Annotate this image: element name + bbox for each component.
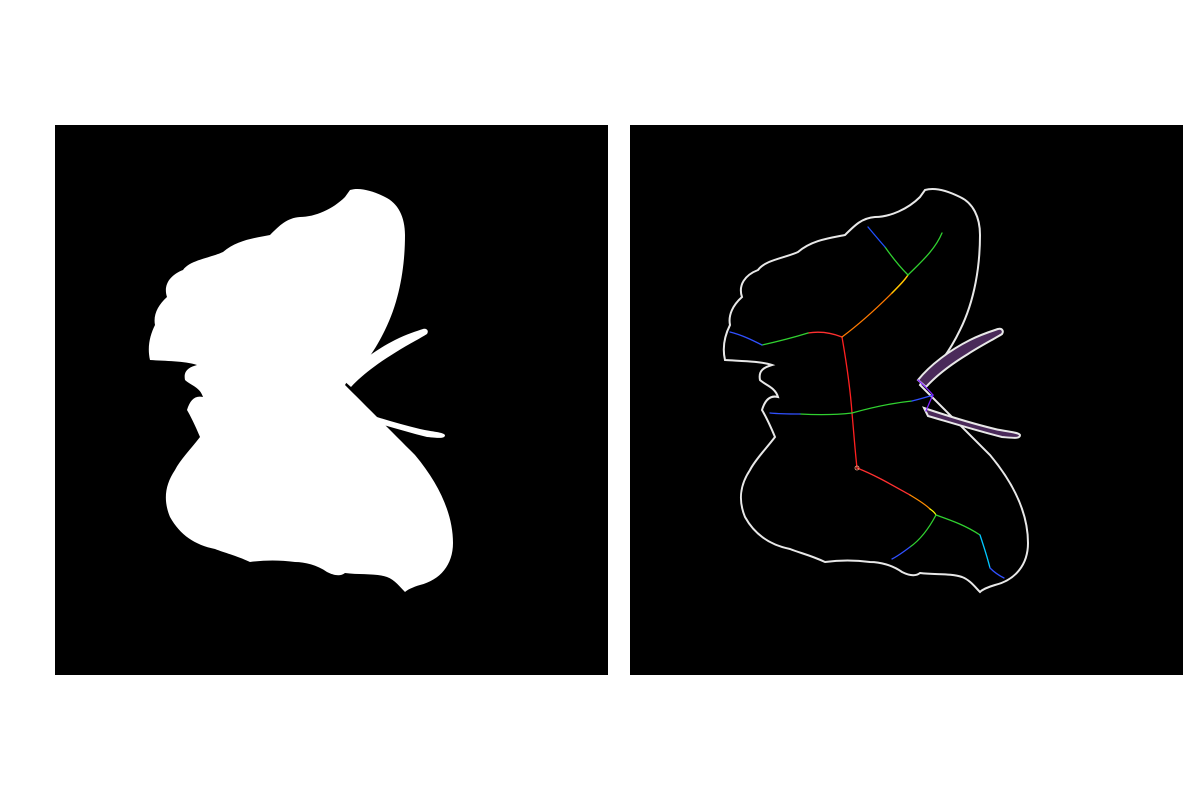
binary-mask-image: [55, 125, 608, 675]
skeleton-lower-green-branch: [909, 514, 937, 548]
skeleton-mid-right-blue: [911, 394, 934, 402]
skeleton-mid-right-green: [851, 400, 913, 414]
skeleton-lower-blue-branch: [891, 546, 911, 560]
skeleton-left-upper-blue: [729, 331, 763, 346]
skeleton-lower-green: [935, 514, 981, 536]
skeleton-antenna-purple-2: [925, 394, 934, 412]
contour-skeleton-panel: [630, 125, 1183, 675]
skeleton-upper-center: [807, 331, 843, 338]
skeleton-left-upper-green: [761, 332, 809, 346]
skeleton-lower-arm: [856, 467, 911, 496]
lower-antenna-contour: [922, 406, 1022, 439]
skeleton-upper-arm-tip: [891, 274, 909, 294]
butterfly-silhouette: [148, 188, 453, 593]
skeleton-antenna-purple: [917, 379, 934, 396]
skeleton-lower-blue-tip: [989, 567, 1005, 579]
skeleton-upper-blue-branch: [867, 226, 886, 248]
contour-background: [630, 125, 1183, 675]
upper-antenna: [343, 328, 428, 387]
upper-antenna-contour: [916, 327, 1004, 389]
skeleton-mid-left-green: [799, 412, 853, 416]
skeleton-lower-arm-orange: [909, 494, 931, 510]
skeleton-upper-green-branch: [884, 246, 909, 276]
binary-mask-panel: [55, 125, 608, 675]
skeleton-mid-left-blue: [769, 412, 801, 415]
skeleton-upper-green: [907, 232, 943, 276]
contour-skeleton-image: [630, 125, 1183, 675]
skeleton-lower-cyan: [979, 534, 991, 569]
skeleton: [729, 226, 1005, 579]
lower-antenna: [349, 408, 445, 438]
skeleton-node-top: [854, 465, 860, 471]
